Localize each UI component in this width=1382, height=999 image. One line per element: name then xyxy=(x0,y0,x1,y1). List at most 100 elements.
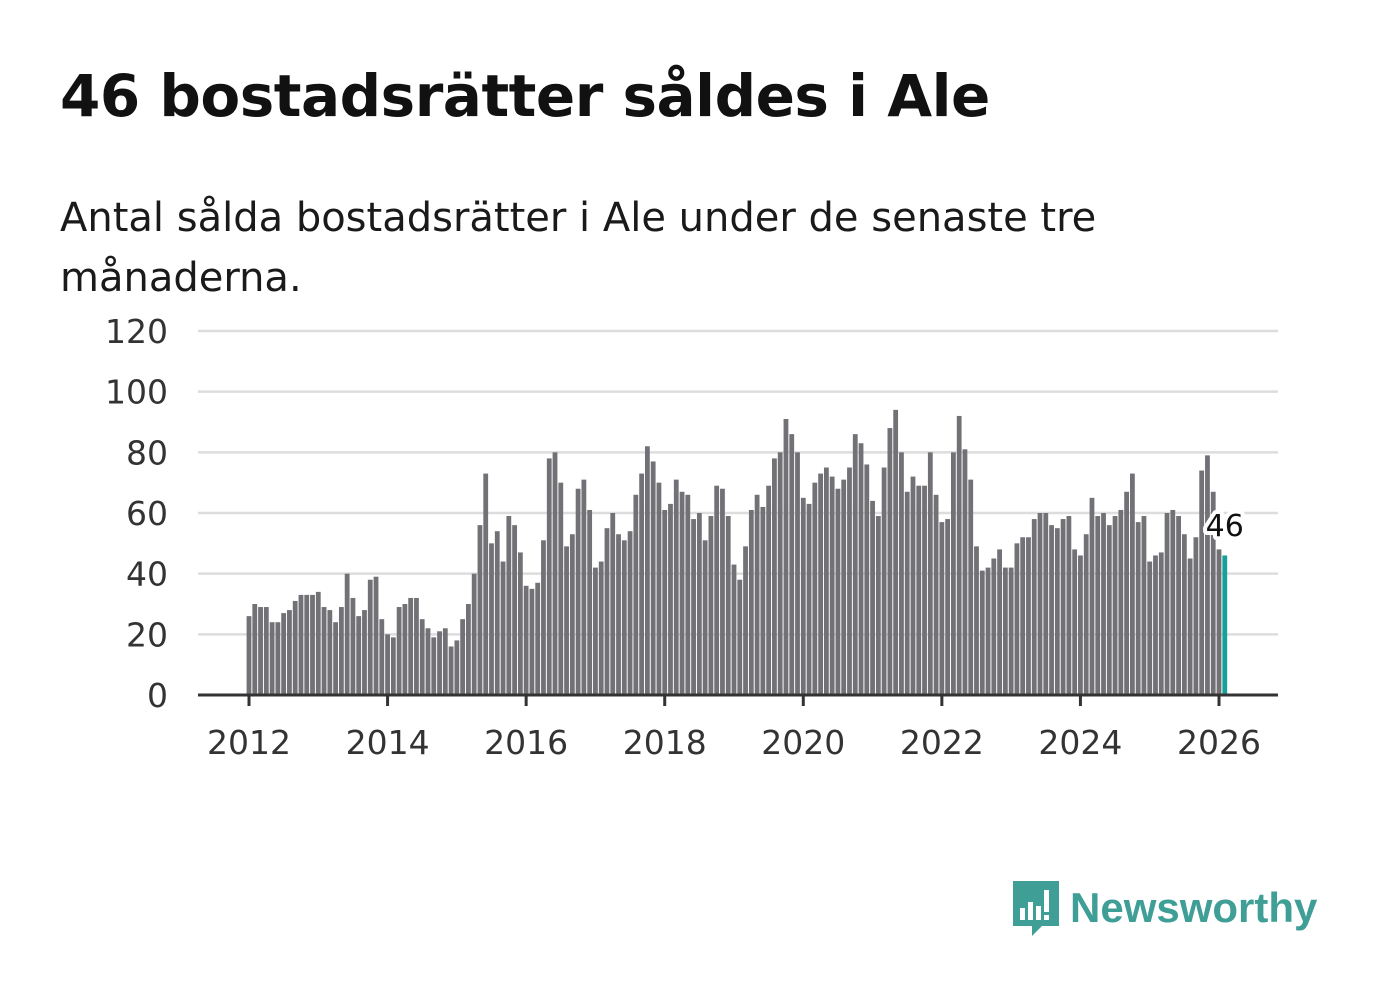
bar xyxy=(263,607,269,695)
bar xyxy=(1124,491,1130,695)
x-tick-label: 2022 xyxy=(900,723,984,762)
bar xyxy=(1210,491,1216,695)
bar xyxy=(587,509,593,695)
bar xyxy=(743,546,748,695)
bar xyxy=(1072,549,1078,695)
bar xyxy=(668,503,673,695)
bar xyxy=(852,434,858,695)
bar xyxy=(1002,567,1008,695)
bar xyxy=(962,449,968,695)
bar xyxy=(633,494,639,695)
bar xyxy=(933,494,939,695)
bar xyxy=(696,513,702,695)
bar xyxy=(639,473,645,695)
bar xyxy=(991,558,997,695)
bar xyxy=(1014,543,1020,695)
bar xyxy=(673,479,679,695)
bar xyxy=(922,485,927,695)
bar xyxy=(818,473,824,695)
x-tick-label: 2026 xyxy=(1177,723,1261,762)
bar xyxy=(910,476,916,695)
bar xyxy=(344,573,350,695)
y-tick-label: 120 xyxy=(105,312,168,351)
chart-subtitle: Antal sålda bostadsrätter i Ale under de… xyxy=(60,195,1097,301)
bar xyxy=(685,494,691,695)
bar xyxy=(737,579,743,695)
bar xyxy=(1078,555,1083,695)
bar xyxy=(708,516,714,695)
bar xyxy=(460,619,466,695)
bar xyxy=(783,418,789,695)
bar xyxy=(841,479,847,695)
bar xyxy=(714,485,720,695)
bar xyxy=(945,519,951,695)
bar xyxy=(385,634,390,695)
bar xyxy=(1112,516,1118,695)
y-tick-label: 40 xyxy=(126,555,168,594)
bar xyxy=(593,567,598,695)
bar xyxy=(679,491,685,695)
bar xyxy=(575,488,581,695)
bar xyxy=(598,561,604,695)
bar xyxy=(471,573,477,695)
bar xyxy=(725,516,731,695)
bar xyxy=(321,607,327,695)
bar xyxy=(489,543,494,695)
bar xyxy=(500,561,506,695)
bar xyxy=(1205,455,1210,695)
bar xyxy=(304,594,310,695)
bar xyxy=(870,500,875,695)
bar xyxy=(1193,537,1199,695)
bar xyxy=(875,516,881,695)
bar xyxy=(315,591,321,695)
bar xyxy=(760,506,766,695)
bar xyxy=(298,594,304,695)
bar xyxy=(546,458,552,695)
bar xyxy=(789,434,795,695)
newsworthy-logo: Newsworthy xyxy=(1010,878,1317,938)
bar xyxy=(772,458,777,695)
bar xyxy=(864,464,870,695)
bar xyxy=(310,594,315,695)
bar xyxy=(396,607,402,695)
bar xyxy=(1054,528,1060,695)
y-tick-label: 20 xyxy=(126,615,168,654)
bar xyxy=(1089,497,1095,695)
bar xyxy=(806,503,812,695)
x-tick-label: 2012 xyxy=(207,723,291,762)
bar xyxy=(333,622,339,695)
bars xyxy=(246,409,1228,695)
bar xyxy=(379,619,385,695)
bar-highlight xyxy=(1222,555,1228,695)
bar xyxy=(858,443,864,695)
bar xyxy=(795,452,800,695)
bar xyxy=(362,610,367,695)
bar xyxy=(419,619,425,695)
bar xyxy=(569,534,575,695)
bar xyxy=(974,546,979,695)
bar xyxy=(292,600,298,695)
bar xyxy=(390,637,396,695)
bar xyxy=(373,576,379,695)
bar xyxy=(899,452,904,695)
bar xyxy=(437,631,442,695)
bar xyxy=(766,485,772,695)
x-tick-label: 2014 xyxy=(346,723,430,762)
y-tick-label: 60 xyxy=(126,494,168,533)
bar xyxy=(812,482,818,695)
logo-text: Newsworthy xyxy=(1070,884,1318,931)
bar xyxy=(442,628,448,695)
x-axis-ticks: 2012 2014 2016 2018 2020 2022 2024 2026 xyxy=(207,695,1261,762)
bar xyxy=(662,509,668,695)
bar xyxy=(887,428,893,695)
y-tick-label: 100 xyxy=(105,373,168,412)
bar xyxy=(356,616,362,695)
bar xyxy=(829,476,835,695)
bar xyxy=(523,585,529,695)
bar xyxy=(904,491,910,695)
bar xyxy=(1106,525,1112,695)
bar xyxy=(997,549,1002,695)
bar xyxy=(541,540,546,695)
bar xyxy=(581,479,587,695)
bar xyxy=(367,579,373,695)
